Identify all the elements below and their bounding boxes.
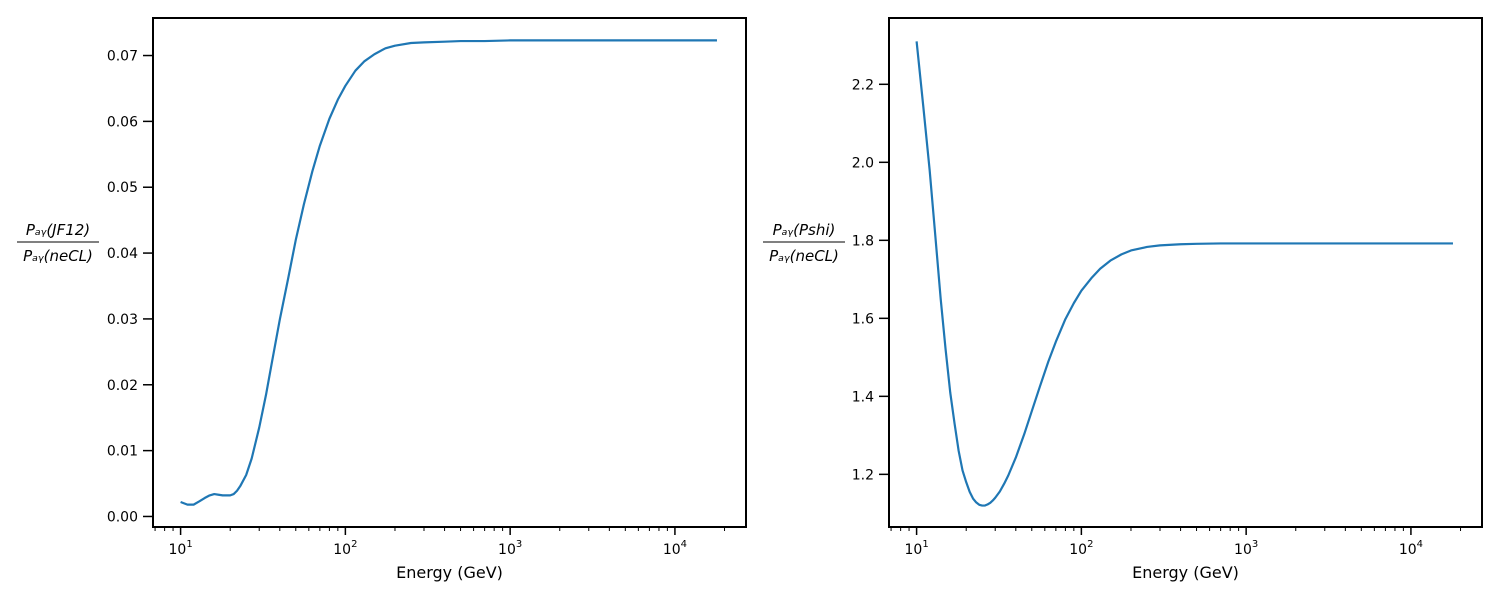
y-tick-label: 0.03	[107, 312, 138, 328]
plot-frame	[888, 17, 1483, 528]
right-chart: 101 102 103 104 1.2 1.4 1.6 1.8 2.0 2.2 Energy (Ge…	[763, 17, 1483, 582]
x-tick-label: 103	[498, 539, 522, 558]
x-tick-label: 104	[663, 539, 687, 558]
y-tick-label: 0.05	[107, 180, 138, 196]
y-tick-label: 1.6	[852, 311, 874, 327]
x-axis-title: Energy (GeV)	[396, 563, 503, 582]
y-tick-label: 2.2	[852, 77, 874, 93]
y-label-numerator: Pₐᵧ(Pshi)	[773, 221, 836, 239]
y-tick-label: 0.02	[107, 378, 138, 394]
y-tick-label: 1.8	[852, 233, 874, 249]
x-tick-label: 103	[1234, 539, 1258, 558]
x-tick-label: 101	[904, 539, 928, 558]
y-tick-label: 0.00	[107, 509, 138, 525]
y-tick-label: 2.0	[852, 155, 874, 171]
y-label-denominator: Pₐᵧ(neCL)	[23, 247, 93, 265]
plot-frame	[152, 17, 747, 528]
y-label-denominator: Pₐᵧ(neCL)	[769, 247, 839, 265]
x-tick-label: 102	[333, 539, 357, 558]
y-tick-label: 0.06	[107, 114, 138, 130]
series-line	[180, 39, 717, 506]
x-tick-label: 101	[168, 539, 192, 558]
y-tick-label: 0.01	[107, 444, 138, 460]
x-axis-title: Energy (GeV)	[1132, 563, 1239, 582]
y-tick-label: 0.04	[107, 246, 138, 262]
series-line	[915, 41, 1453, 507]
y-tick-label: 1.4	[852, 389, 874, 405]
x-tick-label: 102	[1069, 539, 1093, 558]
y-tick-label: 1.2	[852, 467, 874, 483]
left-chart: 101 102 103 104 0.00 0.01 0.02 0.03 0.04 0.05 0.06…	[17, 17, 747, 582]
y-tick-label: 0.07	[107, 49, 138, 65]
y-label-numerator: Pₐᵧ(JF12)	[26, 221, 90, 239]
x-tick-label: 104	[1399, 539, 1423, 558]
